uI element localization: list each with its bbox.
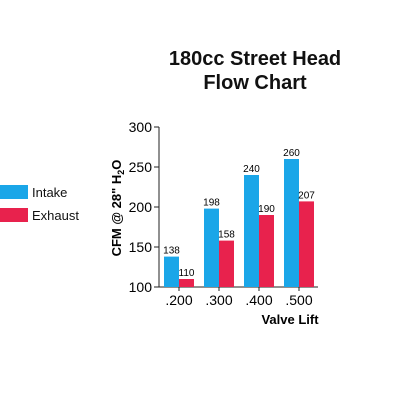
data-label-exhaust: 207 [298,190,315,201]
x-tick-label: .200 [165,292,192,308]
x-tick-label: .300 [205,292,232,308]
x-tick-label: .500 [285,292,312,308]
bar-intake [244,175,259,287]
legend-swatch-exhaust [0,208,28,222]
data-label-exhaust: 110 [179,268,195,279]
data-label-intake: 138 [163,246,180,257]
y-tick-label: 300 [129,119,153,135]
bar-exhaust [219,240,234,287]
bar-exhaust [299,201,314,287]
data-label-intake: 260 [283,148,300,159]
legend-item-exhaust: Exhaust [0,206,110,224]
data-label-exhaust: 190 [258,204,275,215]
bar-exhaust [259,215,274,287]
data-label-intake: 198 [203,198,220,209]
bar-intake [204,208,219,287]
data-label-exhaust: 158 [218,230,235,241]
legend: Intake Exhaust [0,183,110,229]
chart-title-line-1: 180cc Street Head [168,48,342,70]
y-tick-label: 100 [129,279,153,295]
data-label-intake: 240 [243,164,260,175]
legend-label-intake: Intake [32,184,68,200]
legend-swatch-intake [0,185,28,199]
x-axis-label: Valve Lift [261,312,319,327]
y-tick-label: 200 [129,199,153,215]
legend-item-intake: Intake [0,183,110,201]
y-tick-label: 150 [129,239,153,255]
bar-exhaust [179,279,194,287]
bar-intake [164,256,179,287]
legend-label-exhaust: Exhaust [32,207,79,223]
bar-intake [284,159,299,287]
y-tick-label: 250 [129,159,153,175]
x-tick-label: .400 [245,292,272,308]
chart-title-line-2: Flow Chart [203,72,307,94]
y-axis-label: CFM @ 28" H2O [109,160,126,257]
